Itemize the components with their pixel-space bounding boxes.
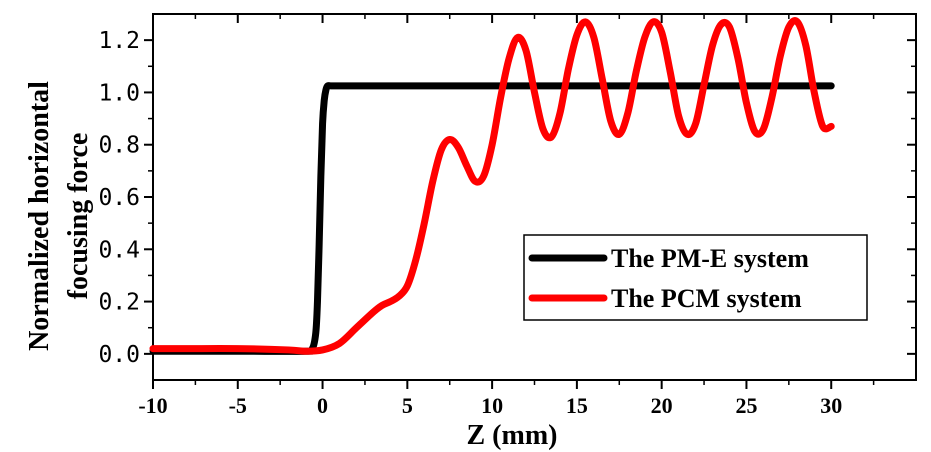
x-tick-label: 20 — [651, 393, 673, 418]
y-axis-title: Normalized horizontal focusing force — [24, 81, 94, 351]
x-tick-label: 15 — [566, 393, 588, 418]
y-tick-label: 0.6 — [98, 185, 140, 211]
x-tick-label: 5 — [402, 393, 413, 418]
x-tick-label: 0 — [317, 393, 328, 418]
legend: The PM-E system The PCM system — [523, 234, 868, 321]
x-axis-ticks: -10 -5 0 5 10 15 20 25 30 — [138, 14, 875, 418]
x-tick-label: -5 — [229, 393, 247, 418]
y-tick-label: 1.2 — [98, 28, 140, 54]
legend-box — [523, 234, 868, 321]
x-tick-label: 30 — [820, 393, 842, 418]
series-layer — [149, 17, 835, 355]
x-tick-label: -10 — [138, 393, 167, 418]
y-tick-label: 0.4 — [98, 237, 140, 263]
y-tick-label: 0.0 — [98, 342, 140, 368]
series-line-pcm — [149, 17, 835, 355]
y-tick-label: 1.0 — [98, 80, 140, 106]
legend-label-pm-e: The PM-E system — [611, 244, 809, 273]
legend-label-pcm: The PCM system — [611, 284, 802, 313]
plot-border — [152, 13, 917, 381]
y-axis-ticks: 0.0 0.2 0.4 0.6 0.8 1.0 1.2 — [98, 28, 916, 368]
y-axis-title-line-2: focusing force — [63, 133, 94, 300]
y-tick-label: 0.8 — [98, 133, 140, 159]
y-axis-title-line-1: Normalized horizontal — [24, 81, 55, 351]
y-tick-label: 0.2 — [98, 290, 140, 316]
plot-frame — [152, 13, 917, 381]
x-tick-label: 10 — [481, 393, 503, 418]
x-tick-label: 25 — [735, 393, 757, 418]
x-axis-title: Z (mm) — [467, 420, 558, 451]
